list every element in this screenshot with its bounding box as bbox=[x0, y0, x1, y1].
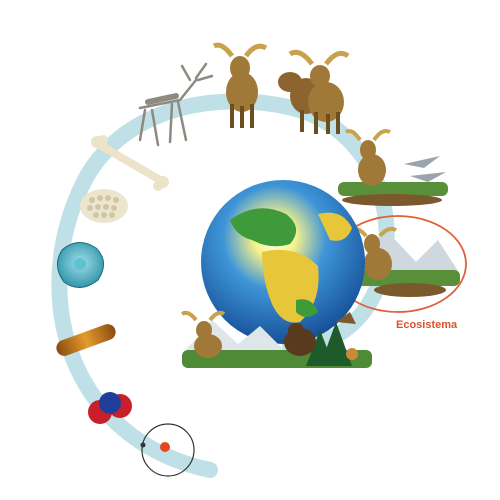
molecule-icon bbox=[88, 392, 132, 424]
skeleton-icon bbox=[138, 62, 214, 147]
foreground-landscape-icon bbox=[180, 310, 372, 368]
moose-population-icon bbox=[278, 49, 350, 134]
biosphere-globe-icon bbox=[201, 180, 365, 344]
ecosystem-icon bbox=[348, 226, 460, 297]
bone-organ-icon bbox=[91, 135, 169, 191]
community-icon bbox=[338, 129, 448, 206]
tissue-icon bbox=[80, 189, 128, 223]
moose-organism-icon bbox=[212, 42, 268, 128]
ecosystem-label: Ecosistema bbox=[396, 319, 458, 331]
atom-icon bbox=[140, 423, 195, 477]
organelle-icon bbox=[56, 324, 116, 356]
cell-icon bbox=[57, 242, 104, 288]
